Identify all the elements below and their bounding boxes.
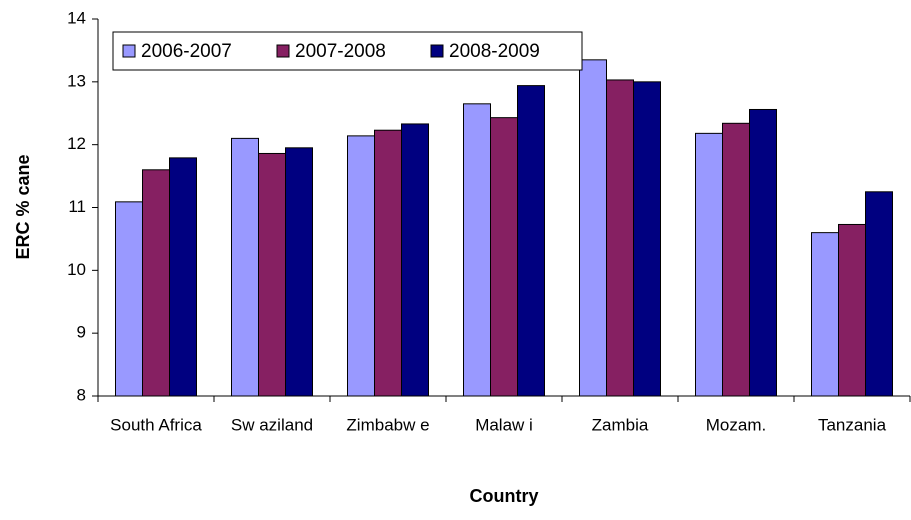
y-tick-label: 11 <box>68 197 86 216</box>
legend-swatch <box>430 44 444 58</box>
y-tick-label: 8 <box>77 385 86 404</box>
bar <box>490 117 518 397</box>
bar <box>722 122 750 397</box>
bar <box>401 123 429 397</box>
y-tick-label: 10 <box>67 260 86 279</box>
bar <box>838 223 866 397</box>
x-tick-label: Malaw i <box>475 415 533 434</box>
bar <box>463 103 491 397</box>
legend-label: 2006-2007 <box>141 41 232 62</box>
bar <box>142 169 170 397</box>
x-tick-label: Sw aziland <box>231 415 313 434</box>
bar <box>695 132 723 397</box>
x-axis-title: Country <box>470 486 539 506</box>
x-tick-label: Zambia <box>592 415 649 434</box>
legend-label: 2007-2008 <box>295 41 386 62</box>
bar <box>115 201 143 397</box>
bar <box>606 79 634 397</box>
bar <box>749 108 777 397</box>
bar <box>579 59 607 397</box>
legend-swatch <box>276 44 290 58</box>
bar <box>374 129 402 397</box>
y-tick-label: 13 <box>67 71 86 90</box>
bar <box>285 147 313 397</box>
bar <box>865 191 893 397</box>
x-tick-label: Zimbabw e <box>346 415 429 434</box>
legend-box <box>112 31 583 71</box>
bar <box>633 81 661 397</box>
y-tick-label: 12 <box>67 134 86 153</box>
bar <box>231 137 259 397</box>
bar <box>169 157 197 397</box>
legend-label: 2008-2009 <box>449 41 540 62</box>
y-tick-label: 14 <box>67 8 86 27</box>
bar <box>517 85 545 397</box>
x-tick-label: Mozam. <box>706 415 766 434</box>
x-tick-label: South Africa <box>110 415 202 434</box>
y-tick-label: 9 <box>77 323 86 342</box>
bar <box>258 152 286 397</box>
legend-swatch <box>122 44 136 58</box>
x-tick-label: Tanzania <box>818 415 887 434</box>
y-axis-title: ERC % cane <box>13 154 33 259</box>
bar <box>347 135 375 397</box>
bar <box>811 232 839 397</box>
